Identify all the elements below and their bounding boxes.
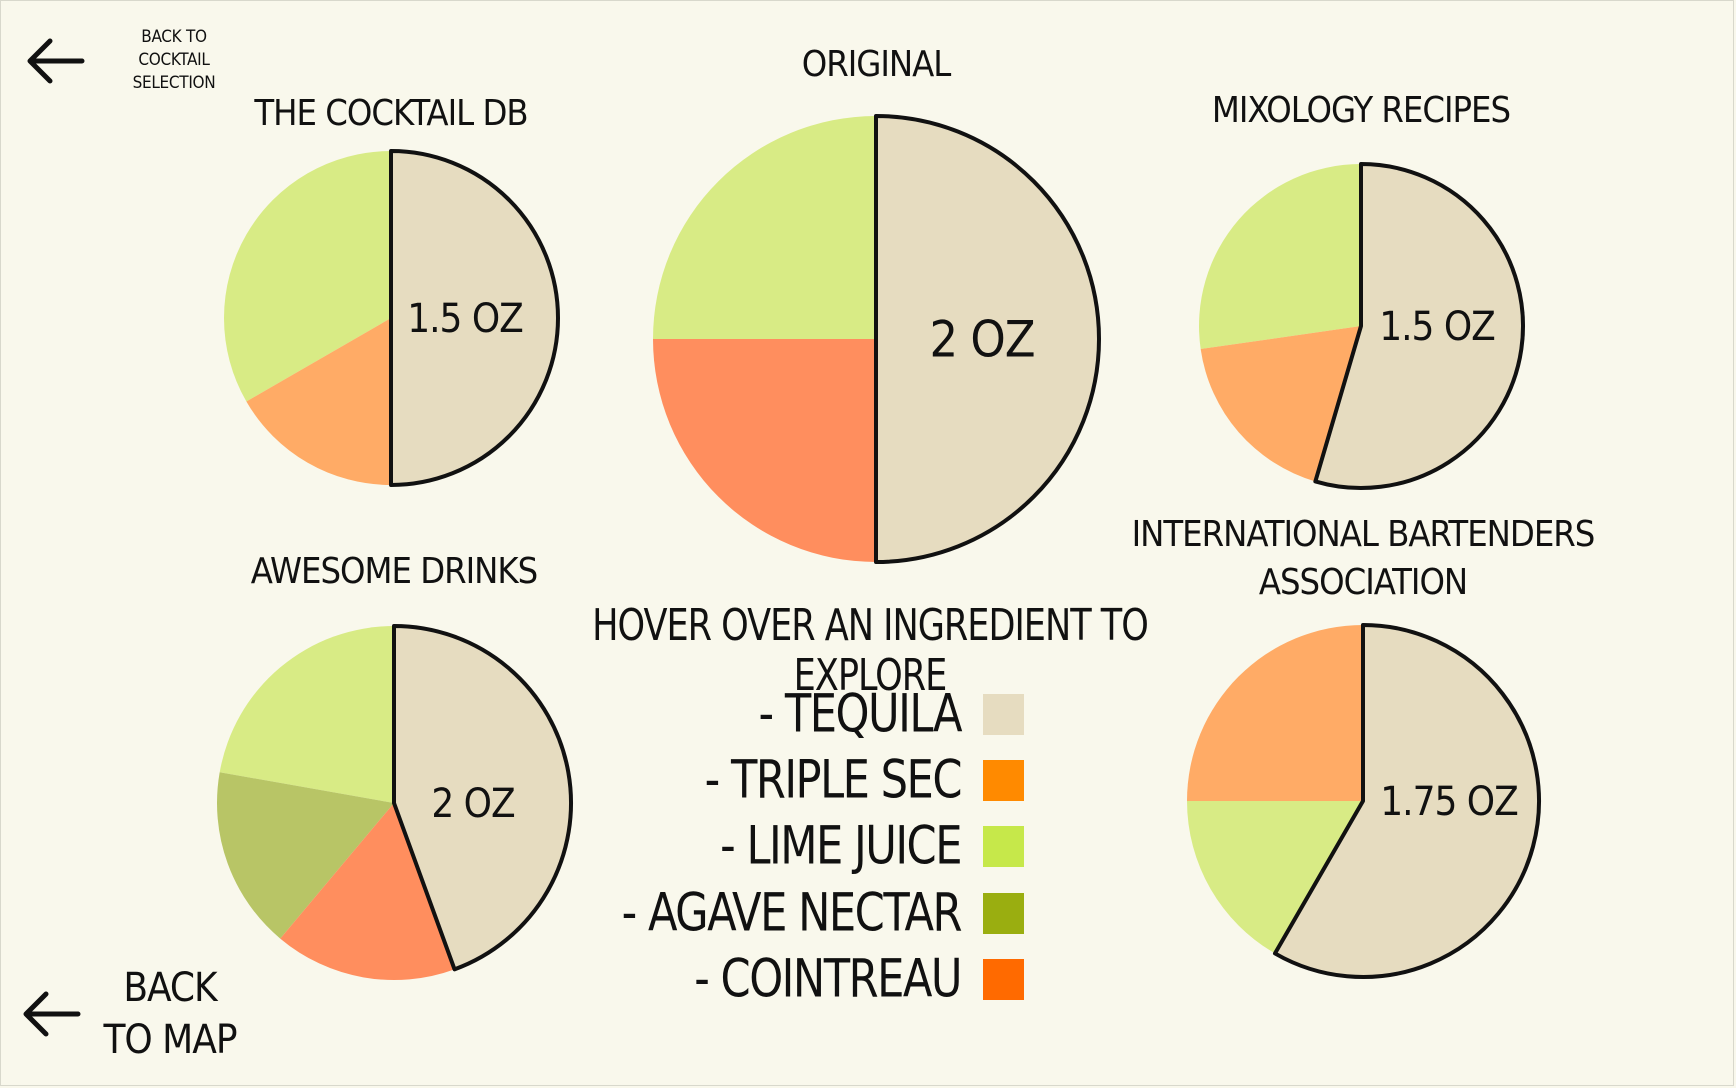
legend-label: - TEQUILA <box>758 683 963 745</box>
pie-slice-lime-juice[interactable] <box>223 151 391 402</box>
pie-slice-triple-sec[interactable] <box>1187 625 1363 801</box>
pie-chart-3: 1.5 OZ MIXOLOGY RECIPES <box>1199 90 1525 490</box>
pie-value-label: 1.5 OZ <box>1379 304 1495 350</box>
pie-title: ASSOCIATION <box>1259 562 1467 603</box>
pie-slice-lime-juice[interactable] <box>653 116 876 339</box>
pie-slice-lime-juice[interactable] <box>1199 164 1361 350</box>
back-to-map-button[interactable]: BACK TO MAP <box>20 962 240 1066</box>
pie-chart-4: 2 OZ AWESOME DRINKS <box>217 551 573 981</box>
pie-slice-tequila[interactable] <box>1275 625 1540 977</box>
pie-slice-tequila[interactable] <box>391 151 558 485</box>
pie-title: AWESOME DRINKS <box>251 551 537 592</box>
highlight-outline <box>392 624 573 972</box>
pie-slice-cointreau[interactable] <box>280 803 455 981</box>
pie-title: THE COCKTAIL DB <box>253 93 527 134</box>
back-to-map-label: BACK TO MAP <box>100 962 240 1066</box>
pie-slice-lime-juice[interactable] <box>219 626 394 803</box>
pie-slice-triple-sec[interactable] <box>1200 326 1361 482</box>
pie-value-label: 2 OZ <box>929 311 1034 369</box>
legend-label: - AGAVE NECTAR <box>621 882 963 944</box>
legend-swatch <box>983 825 1024 867</box>
highlight-outline <box>874 114 1101 564</box>
legend-item-triple-sec[interactable]: - TRIPLE SEC <box>704 749 1024 811</box>
pie-chart-2: 2 OZ ORIGINAL <box>653 44 1101 564</box>
left-arrow-icon <box>27 38 85 83</box>
legend-swatch <box>983 958 1024 1000</box>
legend-swatch <box>983 892 1024 934</box>
legend-item-tequila[interactable]: - TEQUILA <box>758 683 1024 745</box>
legend-swatch <box>983 759 1024 801</box>
pie-title: ORIGINAL <box>802 44 952 85</box>
pie-slice-lime-juice[interactable] <box>1187 801 1363 954</box>
pie-value-label: 1.5 OZ <box>407 296 523 342</box>
legend-label: - LIME JUICE <box>720 815 962 877</box>
pie-slice-tequila[interactable] <box>394 626 572 970</box>
pie-chart-5: 1.75 OZ INTERNATIONAL BARTENDERS ASSOCIATI… <box>1132 514 1595 979</box>
highlight-outline <box>1273 623 1541 979</box>
highlight-outline <box>1313 162 1525 490</box>
legend-swatch <box>983 693 1024 735</box>
back-to-cocktail-selection-button[interactable]: BACK TO COCKTAIL SELECTION <box>24 26 244 95</box>
legend-item-cointreau[interactable]: - COINTREAU <box>694 948 1024 1010</box>
legend-title: HOVER OVER AN INGREDIENT TO EXPLORE <box>592 600 1149 702</box>
legend-label: - COINTREAU <box>694 948 962 1010</box>
pie-slice-tequila[interactable] <box>1315 164 1523 489</box>
pie-slice-tequila[interactable] <box>876 116 1099 562</box>
pie-title: MIXOLOGY RECIPES <box>1212 90 1510 131</box>
legend-label: - TRIPLE SEC <box>704 749 963 811</box>
back-to-map-text: BACK TO MAP <box>103 965 237 1063</box>
pie-value-label: 1.75 OZ <box>1380 779 1518 825</box>
back-to-selection-text: BACK TO COCKTAIL SELECTION <box>132 27 216 93</box>
legend-item-agave-nectar[interactable]: - AGAVE NECTAR <box>621 882 1024 944</box>
pie-title: INTERNATIONAL BARTENDERS <box>1132 514 1595 555</box>
pie-value-label: 2 OZ <box>431 781 515 827</box>
back-to-cocktail-selection-label: BACK TO COCKTAIL SELECTION <box>104 26 244 95</box>
pie-slice-agave-nectar[interactable] <box>217 772 394 939</box>
pie-chart-1: 1.5 OZ THE COCKTAIL DB <box>223 93 560 487</box>
highlight-outline <box>389 149 560 487</box>
pie-slice-triple-sec[interactable] <box>246 318 391 485</box>
left-arrow-icon <box>23 991 81 1037</box>
legend-item-lime-juice[interactable]: - LIME JUICE <box>720 815 1024 877</box>
pie-slice-cointreau[interactable] <box>653 339 876 562</box>
